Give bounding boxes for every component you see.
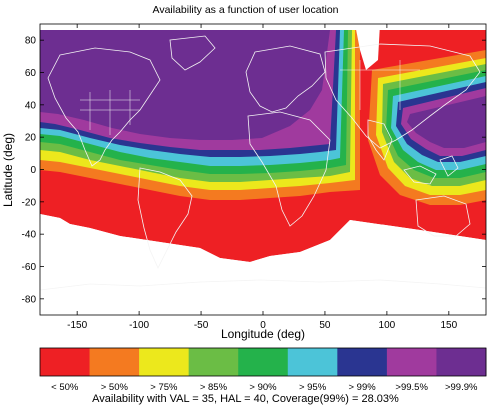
- colorbar-swatch: [40, 348, 91, 376]
- colorbar-swatch: [287, 348, 338, 376]
- x-tick-label: -150: [67, 320, 87, 331]
- x-tick-label: -100: [129, 320, 149, 331]
- y-tick-label: -60: [22, 262, 37, 273]
- colorbar-swatch: [337, 348, 388, 376]
- colorbar-label: > 85%: [199, 382, 228, 393]
- colorbar-label: > 99%: [348, 382, 376, 393]
- colorbar-label: > 90%: [249, 382, 277, 393]
- colorbar-label: > 95%: [298, 382, 327, 393]
- colorbar-caption: Availability with VAL = 35, HAL = 40, Co…: [92, 393, 399, 405]
- x-tick-label: -50: [194, 320, 209, 331]
- x-tick-label: 100: [379, 320, 396, 331]
- colorbar-swatch: [436, 348, 487, 376]
- colorbar-label: > 50%: [100, 382, 128, 393]
- colorbar-swatch: [386, 348, 437, 376]
- y-tick-label: 20: [25, 133, 37, 144]
- colorbar-label: < 50%: [51, 382, 79, 393]
- y-tick-label: 0: [30, 165, 36, 176]
- y-tick-label: -80: [22, 294, 37, 305]
- chart-title: Availability as a function of user locat…: [152, 4, 339, 16]
- y-tick-label: 80: [25, 36, 37, 47]
- colorbar-label: > 75%: [150, 382, 178, 393]
- colorbar: [39, 347, 487, 377]
- y-tick-label: 40: [25, 100, 37, 111]
- colorbar-swatch: [188, 348, 239, 376]
- y-tick-label: 60: [25, 68, 37, 79]
- x-axis-label: Longitude (deg): [221, 327, 305, 341]
- colorbar-label: >99.9%: [444, 382, 478, 393]
- availability-contours: [40, 24, 486, 315]
- y-tick-label: -20: [22, 197, 37, 208]
- contour-above-99.9: [40, 30, 486, 148]
- x-tick-label: 0: [260, 320, 266, 331]
- x-axis: -150 -100 -50 0 50 100 150: [67, 24, 458, 331]
- colorbar-swatch: [238, 348, 289, 376]
- coastlines: [40, 35, 486, 291]
- x-tick-label: 150: [440, 320, 457, 331]
- x-tick-label: 50: [319, 320, 331, 331]
- colorbar-label: >99.5%: [395, 382, 428, 393]
- y-tick-label: -40: [22, 230, 37, 241]
- y-axis-label: Latitude (deg): [1, 133, 15, 207]
- colorbar-swatch: [89, 348, 140, 376]
- colorbar-swatch: [139, 348, 190, 376]
- y-axis: 80 60 40 20 0 -20 -40 -60 -80: [22, 36, 486, 305]
- colorbar-frame: [39, 347, 487, 377]
